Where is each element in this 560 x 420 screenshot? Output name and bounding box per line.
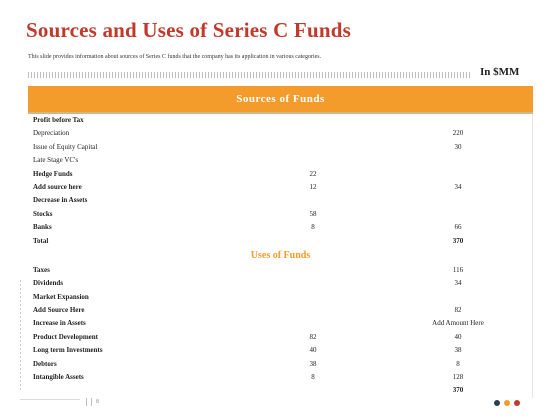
row-value-col1: 8 <box>311 373 315 382</box>
row-label: Hedge Funds <box>33 169 73 178</box>
row-value-col2: 128 <box>452 373 464 382</box>
footer-pipe <box>86 398 87 406</box>
footer-dot <box>504 400 510 406</box>
table-row: Intangible Assets 8 128 <box>28 371 533 384</box>
row-label: Dividends <box>33 279 63 288</box>
table-row: Profit before Tax <box>28 114 533 127</box>
row-value-col2: 370 <box>452 386 464 395</box>
uses-title: Uses of Funds <box>250 249 311 261</box>
table-rows: Profit before Tax Depreciation 220 Issue of… <box>28 114 533 398</box>
table-row: 370 <box>28 384 533 397</box>
table-row: Hedge Funds 22 <box>28 168 533 181</box>
row-value-col2: 8 <box>456 359 460 368</box>
row-label: Depreciation <box>33 129 70 138</box>
sources-header-band: Sources of Funds <box>28 86 533 112</box>
table-row: Depreciation 220 <box>28 127 533 140</box>
row-label: Add Source Here <box>33 306 85 315</box>
row-value-col2: 40 <box>454 332 462 341</box>
row-value-col2: Add Amount Here <box>432 319 484 328</box>
row-label: Add source here <box>33 182 82 191</box>
row-value-col2: 30 <box>454 142 462 151</box>
row-value-col2: 370 <box>452 236 464 245</box>
table-row: Late Stage VC's <box>28 154 533 167</box>
footer-line <box>20 399 80 400</box>
sources-title: Sources of Funds <box>236 93 325 105</box>
table-row: Total 370 <box>28 235 533 248</box>
row-value-col1: 40 <box>309 346 317 355</box>
page-number: 8 <box>96 399 99 405</box>
table-row: Issue of Equity Capital 30 <box>28 141 533 154</box>
row-label: Banks <box>33 223 52 232</box>
row-label: Stocks <box>33 209 53 218</box>
table-row: Dividends 34 <box>28 277 533 290</box>
row-label: Market Expansion <box>33 292 89 301</box>
band-underline <box>28 112 533 114</box>
row-value-col2: 34 <box>454 182 462 191</box>
row-label: Decrease in Assets <box>33 196 88 205</box>
left-decoration-line <box>20 280 21 390</box>
row-label: Total <box>33 236 49 245</box>
row-value-col2: 66 <box>454 223 462 232</box>
table-row: Debtors 38 8 <box>28 358 533 371</box>
table-row: Product Development 82 40 <box>28 331 533 344</box>
row-label: Increase in Assets <box>33 319 86 328</box>
row-label: Late Stage VC's <box>33 156 79 165</box>
footer-dots <box>494 400 520 406</box>
footer-pipe <box>91 398 92 406</box>
row-value-col1: 38 <box>309 359 317 368</box>
table-row: Increase in Assets Add Amount Here <box>28 317 533 330</box>
row-value-col2: 38 <box>454 346 462 355</box>
row-value-col2: 34 <box>454 279 462 288</box>
row-value-col2: 82 <box>454 306 462 315</box>
table-row: Taxes 116 <box>28 264 533 277</box>
row-value-col1: 8 <box>311 223 315 232</box>
table-row: Add Source Here 82 <box>28 304 533 317</box>
funds-table: Sources of Funds Profit before Tax Deprec… <box>28 86 533 398</box>
dotted-divider <box>28 72 470 78</box>
row-label: Intangible Assets <box>33 373 84 382</box>
page-subtitle: This slide provides information about so… <box>28 54 322 60</box>
row-value-col1: 58 <box>309 209 317 218</box>
row-label: Profit before Tax <box>33 116 84 124</box>
table-row: Long term Investments 40 38 <box>28 344 533 357</box>
row-label: Issue of Equity Capital <box>33 142 98 151</box>
row-value-col2: 116 <box>452 265 464 274</box>
table-row: Stocks 58 <box>28 208 533 221</box>
row-label: Long term Investments <box>33 346 103 355</box>
row-value-col1: 22 <box>309 169 317 178</box>
row-value-col1: 12 <box>309 182 317 191</box>
table-row: Decrease in Assets <box>28 194 533 207</box>
footer-dot <box>494 400 500 406</box>
table-row: Add source here 12 34 <box>28 181 533 194</box>
table-row: Banks 8 66 <box>28 221 533 234</box>
row-value-col1: 82 <box>309 332 317 341</box>
table-row: Market Expansion <box>28 291 533 304</box>
row-label: Product Development <box>33 332 98 341</box>
row-label: Taxes <box>33 265 50 274</box>
row-value-col2: 220 <box>452 129 464 138</box>
page-title: Sources and Uses of Series C Funds <box>26 18 351 42</box>
footer-dot <box>514 400 520 406</box>
row-label: Debtors <box>33 359 57 368</box>
unit-label: In $MM <box>480 66 520 78</box>
